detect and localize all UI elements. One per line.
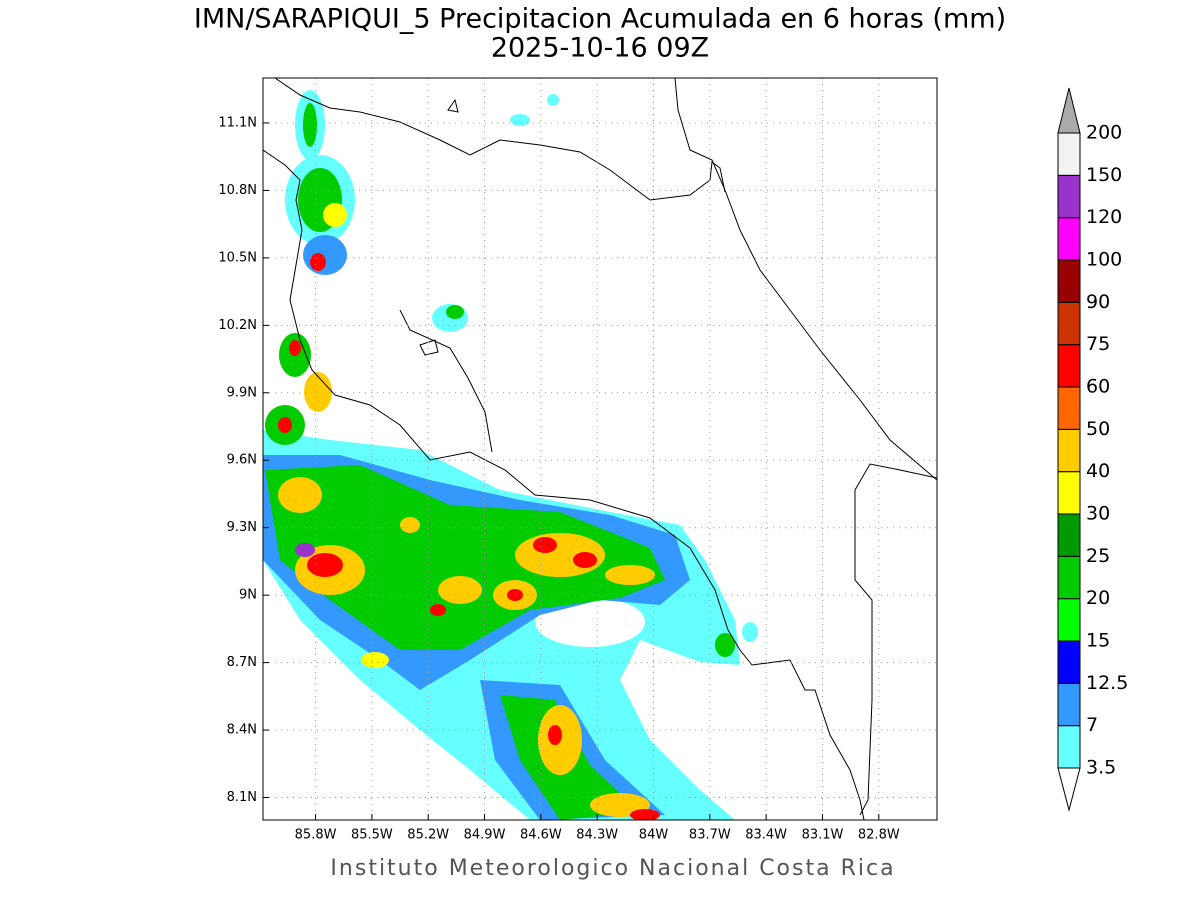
colorbar-label: 25 bbox=[1086, 545, 1110, 567]
colorbar-swatch bbox=[1057, 132, 1081, 176]
grid: 11.1N 10.8N 10.5N 10.2N 9.9N 9.6N 9.3N 9N 8.7N 8.… bbox=[218, 78, 937, 843]
colorbar-label: 7 bbox=[1086, 714, 1098, 736]
colorbar-label: 12.5 bbox=[1086, 672, 1128, 694]
colorbar-label: 150 bbox=[1086, 164, 1122, 186]
lat-tick-label: 8.1N bbox=[227, 790, 257, 805]
colorbar-swatch bbox=[1057, 598, 1081, 642]
lat-tick-label: 9.6N bbox=[227, 453, 257, 468]
lat-tick-label: 9.9N bbox=[227, 385, 257, 400]
colorbar-label: 120 bbox=[1086, 206, 1122, 228]
lon-tick-label: 84.3W bbox=[576, 828, 618, 843]
colorbar-label: 100 bbox=[1086, 249, 1122, 271]
colorbar-swatch bbox=[1057, 513, 1081, 557]
title: IMN/SARAPIQUI_5 Precipitacion Acumulada … bbox=[194, 4, 1006, 35]
colorbar: 3.5 7 12.5 15 20 25 30 40 50 60 75 90 100 120 150 200 bbox=[1057, 87, 1128, 812]
colorbar-label: 30 bbox=[1086, 503, 1110, 525]
colorbar-label: 90 bbox=[1086, 291, 1110, 313]
colorbar-swatch bbox=[1057, 174, 1081, 219]
colorbar-swatch bbox=[1057, 682, 1081, 727]
colorbar-label: 40 bbox=[1086, 460, 1110, 482]
colorbar-swatch bbox=[1057, 640, 1081, 684]
subtitle: 2025-10-16 09Z bbox=[491, 33, 709, 64]
colorbar-over bbox=[1057, 87, 1081, 134]
coastlines bbox=[263, 78, 937, 820]
lat-tick-label: 8.7N bbox=[227, 655, 257, 670]
lon-tick-label: 85.8W bbox=[295, 828, 337, 843]
colorbar-swatch bbox=[1057, 428, 1081, 473]
lon-tick-label: 83.7W bbox=[689, 828, 731, 843]
lat-tick-label: 11.1N bbox=[218, 115, 257, 130]
lon-tick-label: 84.9W bbox=[464, 828, 506, 843]
colorbar-swatch bbox=[1057, 725, 1081, 769]
colorbar-label: 3.5 bbox=[1086, 757, 1116, 779]
colorbar-swatch bbox=[1057, 555, 1081, 600]
lat-tick-label: 8.4N bbox=[227, 723, 257, 738]
colorbar-swatch bbox=[1057, 344, 1081, 388]
colorbar-label: 15 bbox=[1086, 630, 1110, 652]
colorbar-label: 200 bbox=[1086, 122, 1122, 144]
lat-tick-label: 10.5N bbox=[218, 250, 257, 265]
lon-tick-label: 85.5W bbox=[351, 828, 393, 843]
lat-tick-label: 9.3N bbox=[227, 520, 257, 535]
colorbar-label: 20 bbox=[1086, 587, 1110, 609]
colorbar-swatch bbox=[1057, 386, 1081, 430]
lat-tick-label: 10.2N bbox=[218, 318, 257, 333]
lon-tick-label: 83.1W bbox=[802, 828, 844, 843]
lat-tick-label: 10.8N bbox=[218, 183, 257, 198]
colorbar-label: 75 bbox=[1086, 333, 1110, 355]
precip-field bbox=[263, 90, 758, 820]
colorbar-swatch bbox=[1057, 259, 1081, 303]
footer: Instituto Meteorologico Nacional Costa R… bbox=[330, 856, 895, 881]
colorbar-swatch bbox=[1057, 301, 1081, 346]
plot-frame bbox=[262, 77, 938, 821]
lon-tick-label: 85.2W bbox=[407, 828, 449, 843]
lon-tick-label: 83.4W bbox=[745, 828, 787, 843]
colorbar-under bbox=[1057, 767, 1081, 812]
lon-tick-label: 82.8W bbox=[858, 828, 900, 843]
colorbar-label: 50 bbox=[1086, 418, 1110, 440]
colorbar-label: 60 bbox=[1086, 376, 1110, 398]
lon-tick-label: 84.6W bbox=[520, 828, 562, 843]
lat-tick-label: 9N bbox=[239, 588, 257, 603]
lon-tick-label: 84W bbox=[639, 828, 669, 843]
colorbar-swatch bbox=[1057, 217, 1081, 261]
colorbar-swatch bbox=[1057, 471, 1081, 515]
